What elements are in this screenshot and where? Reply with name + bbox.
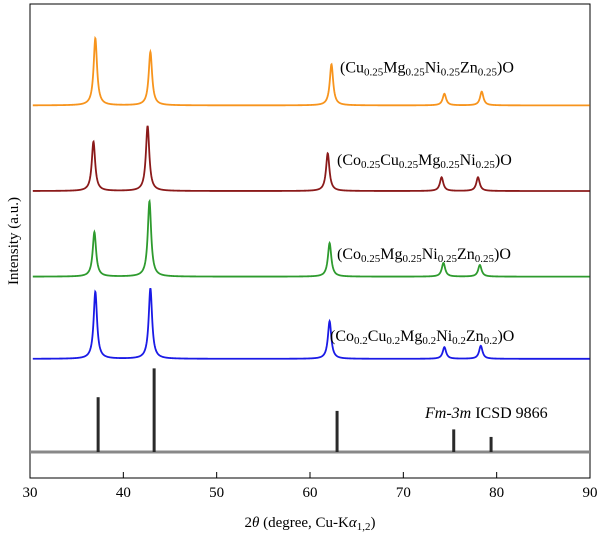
- x-tick-label: 40: [116, 485, 131, 501]
- series-line-1: [32, 35, 590, 107]
- series-label-2: (Co0.25Cu0.25Mg0.25Ni0.25)O: [337, 152, 512, 171]
- x-tick-label: 60: [303, 485, 318, 501]
- reference-label: Fm-3m ICSD 9866: [424, 405, 548, 422]
- series-line-3: [32, 198, 590, 278]
- series-labels: (Cu0.25Mg0.25Ni0.25Zn0.25)O (Co0.25Cu0.25…: [330, 60, 548, 423]
- x-tick-label: 30: [23, 485, 38, 501]
- series-label-4: (Co0.2Cu0.2Mg0.2Ni0.2Zn0.2)O: [330, 328, 514, 347]
- x-tick-label: 90: [583, 485, 598, 501]
- x-axis: 30 40 50 60 70 80 90: [23, 472, 598, 501]
- series-line-2: [32, 125, 590, 192]
- y-axis-label: Intensity (a.u.): [6, 197, 22, 285]
- series-label-3: (Co0.25Mg0.25Ni0.25Zn0.25)O: [337, 246, 511, 265]
- x-tick-label: 70: [396, 485, 411, 501]
- series-layer: [30, 35, 590, 454]
- series-line-4: [32, 287, 590, 360]
- series-label-1: (Cu0.25Mg0.25Ni0.25Zn0.25)O: [340, 60, 514, 79]
- x-tick-label: 80: [489, 485, 504, 501]
- x-axis-label: 2θ (degree, Cu-Kα1,2): [244, 515, 375, 533]
- x-tick-label: 50: [209, 485, 224, 501]
